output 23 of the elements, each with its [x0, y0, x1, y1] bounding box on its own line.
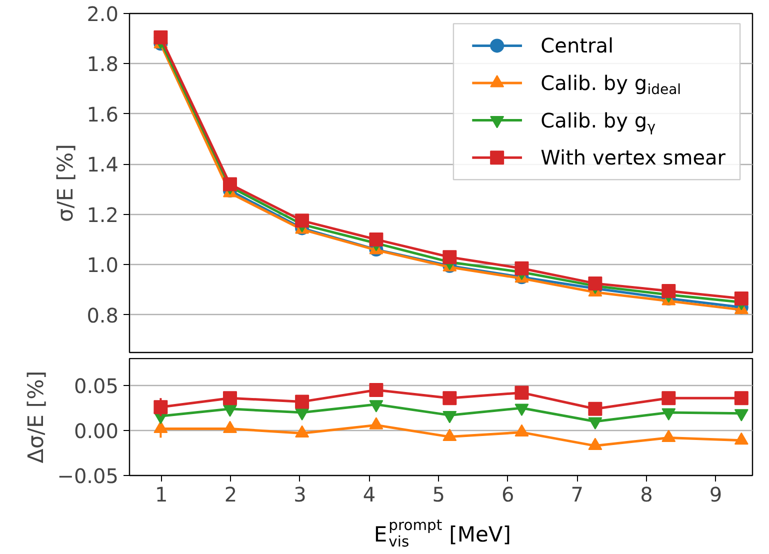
y-tick-label: 1.8 [86, 52, 119, 76]
y-tick-label: 1.0 [86, 253, 119, 278]
y-axis-title: σ/E [%] [54, 144, 79, 222]
y-tick-label: 2.0 [86, 2, 119, 26]
x-tick-label: 8 [640, 482, 653, 506]
x-tick-label: 7 [570, 482, 584, 506]
x-tick-label: 4 [362, 482, 376, 506]
x-tick-label: 6 [502, 482, 514, 506]
x-tick-label: 9 [709, 482, 722, 506]
y-axis-title: Δσ/E [%] [24, 370, 50, 464]
y-tick-label: −0.05 [57, 464, 119, 488]
y-tick-label: 1.2 [86, 202, 119, 227]
x-tick-label: 5 [432, 482, 445, 506]
x-tick-label: 2 [224, 482, 238, 506]
y-tick-label: 0.05 [74, 374, 118, 398]
y-tick-label: 1.4 [86, 152, 119, 177]
x-tick-label: 3 [294, 482, 306, 506]
y-tick-label: 1.6 [86, 102, 119, 126]
y-tick-label: 0.00 [74, 419, 118, 443]
x-tick-label: 1 [155, 482, 168, 506]
y-tick-label: 0.8 [86, 303, 119, 328]
legend-label: With vertex smear [540, 146, 726, 170]
legend-label: Central [540, 34, 614, 58]
